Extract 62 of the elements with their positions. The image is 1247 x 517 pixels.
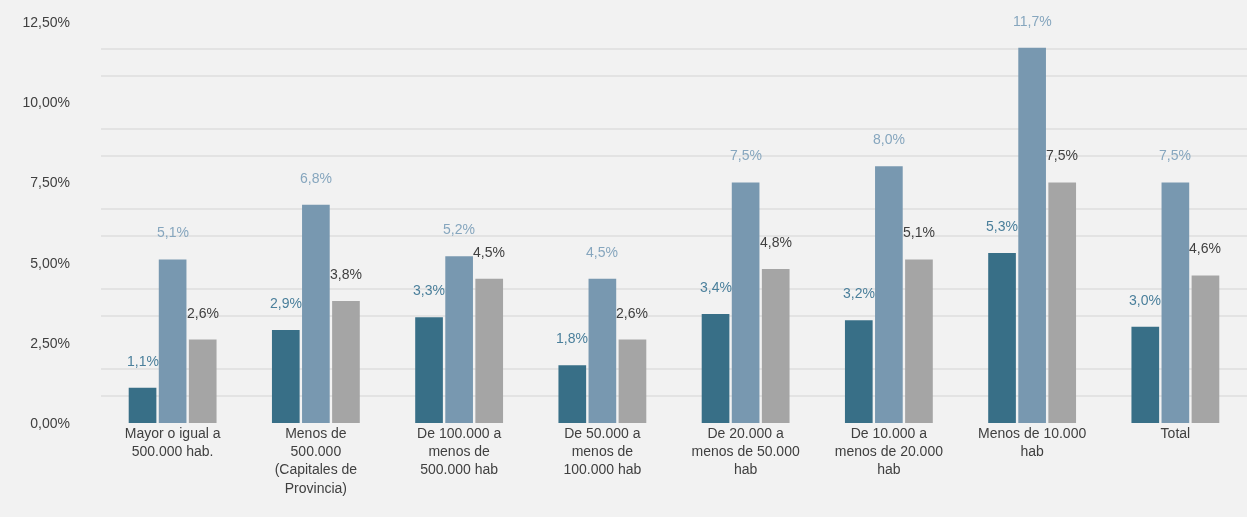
bar [158,259,187,423]
bar [1161,182,1190,423]
bar [761,269,790,423]
y-tick-label: 2,50% [30,334,70,351]
bar [128,387,157,423]
x-tick-label: Menos de 10.000 hab [978,425,1087,460]
bar [445,256,473,423]
data-label: 4,6% [1189,240,1221,256]
data-label: 7,5% [1046,147,1078,163]
data-label: 7,5% [730,147,762,163]
data-label: 4,5% [473,244,505,260]
data-label: 11,7% [1013,13,1052,29]
x-tick-label: Total [1160,425,1191,441]
data-label: 8,0% [873,131,905,147]
data-label: 5,1% [157,224,189,240]
data-label: 4,5% [586,244,618,260]
y-tick-label: 12,50% [22,13,70,30]
bar [1191,275,1220,423]
data-label: 5,1% [903,224,935,240]
bar [588,278,617,423]
bar [1131,326,1160,423]
bar [731,182,760,423]
bar [988,252,1016,423]
data-label: 2,6% [616,305,648,321]
data-label: 5,3% [986,218,1018,234]
x-tick-label: Menos de 500.000 (Capitales de Provincia) [274,425,358,496]
x-tick-label: De 10.000 a menos de 20.000 hab [834,425,944,478]
y-tick-label: 0,00% [30,414,70,431]
bar [188,339,217,423]
bar [271,329,300,423]
data-label: 1,8% [556,330,588,346]
data-label: 3,4% [700,279,732,295]
bar [475,278,504,423]
bar [302,204,330,423]
data-label: 6,8% [300,170,332,186]
bar [618,339,647,423]
bar [1048,182,1077,423]
bar [1018,47,1046,423]
bar [905,259,933,423]
data-label: 7,5% [1159,147,1191,163]
data-label: 4,8% [760,234,792,250]
data-label: 3,0% [1129,292,1161,308]
bar [844,320,873,423]
y-tick-label: 10,00% [22,94,70,111]
y-tick-label: 5,00% [30,254,70,271]
x-tick-label: De 50.000 a menos de 100.000 hab [563,425,642,478]
data-label: 3,2% [843,285,875,301]
bar [701,313,730,423]
y-tick-label: 7,50% [30,174,70,191]
bar [332,301,360,423]
x-tick-label: De 20.000 a menos de 50.000 hab [691,425,800,478]
data-label: 3,3% [413,282,445,298]
data-label: 2,9% [270,295,302,311]
data-label: 2,6% [187,305,219,321]
bar [558,365,587,423]
bar [415,317,443,423]
data-label: 5,2% [443,221,475,237]
data-label: 3,8% [330,266,362,282]
x-tick-label: Mayor o igual a 500.000 hab. [124,425,221,460]
x-tick-label: De 100.000 a menos de 500.000 hab [417,425,502,478]
data-label: 1,1% [127,353,159,369]
bar [875,166,903,423]
